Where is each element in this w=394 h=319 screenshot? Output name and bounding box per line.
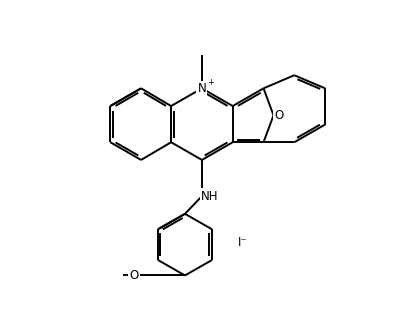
Text: O: O <box>130 269 139 282</box>
Text: N: N <box>197 82 206 95</box>
Text: +: + <box>207 78 214 87</box>
Text: I⁻: I⁻ <box>238 236 247 249</box>
Text: O: O <box>274 109 284 122</box>
Text: NH: NH <box>201 189 218 203</box>
